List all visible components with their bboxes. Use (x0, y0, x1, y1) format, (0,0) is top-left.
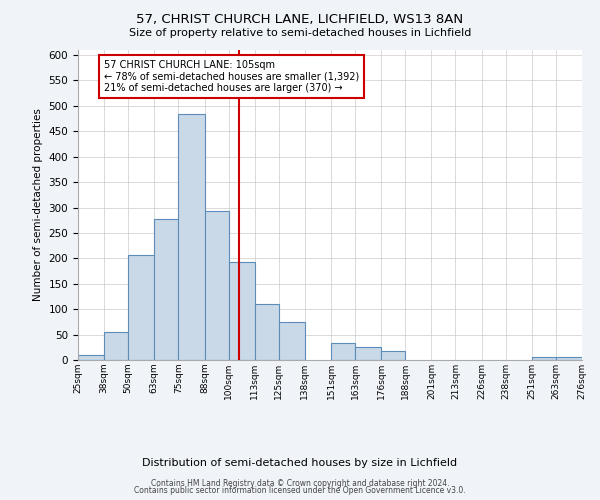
Bar (229, 262, 255, 360)
Y-axis label: Number of semi-detached properties: Number of semi-detached properties (33, 108, 43, 302)
Bar (279, 322, 305, 360)
Text: Size of property relative to semi-detached houses in Lichfield: Size of property relative to semi-detach… (129, 28, 471, 38)
Bar (205, 211, 229, 360)
Text: 57, CHRIST CHURCH LANE, LICHFIELD, WS13 8AN: 57, CHRIST CHURCH LANE, LICHFIELD, WS13 … (136, 12, 464, 26)
Bar (331, 343, 355, 360)
Bar (128, 255, 154, 360)
Bar (381, 351, 405, 360)
Text: Contains public sector information licensed under the Open Government Licence v3: Contains public sector information licen… (134, 486, 466, 495)
Bar (556, 357, 582, 360)
Bar (78, 356, 104, 360)
Bar (255, 304, 279, 360)
Bar (355, 347, 381, 360)
Text: 57 CHRIST CHURCH LANE: 105sqm
← 78% of semi-detached houses are smaller (1,392)
: 57 CHRIST CHURCH LANE: 105sqm ← 78% of s… (104, 60, 359, 94)
Bar (532, 358, 556, 360)
Bar (104, 332, 128, 360)
Text: Contains HM Land Registry data © Crown copyright and database right 2024.: Contains HM Land Registry data © Crown c… (151, 478, 449, 488)
Text: Distribution of semi-detached houses by size in Lichfield: Distribution of semi-detached houses by … (142, 458, 458, 468)
Bar (178, 114, 205, 360)
Bar (154, 218, 178, 360)
